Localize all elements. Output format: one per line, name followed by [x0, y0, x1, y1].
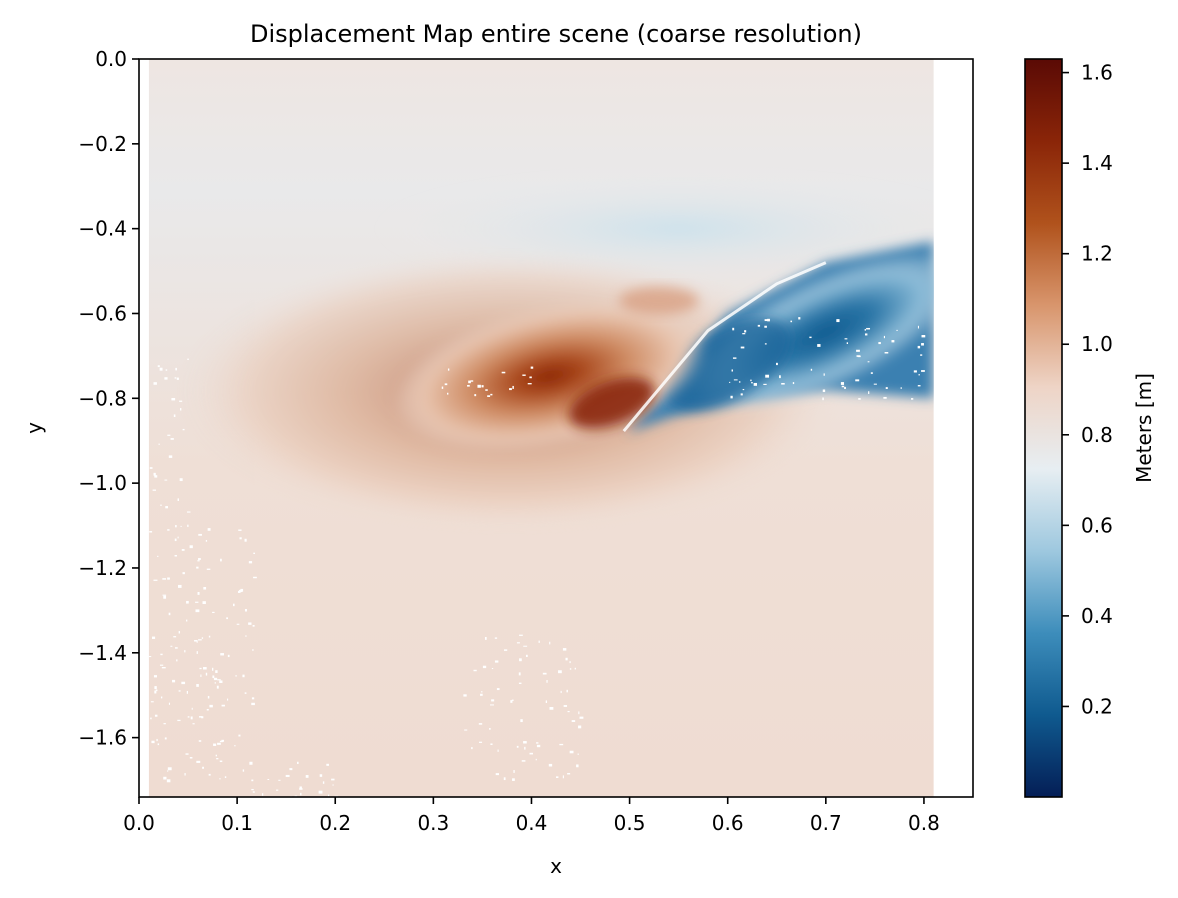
red-lobe-peak [568, 377, 655, 429]
y-tick-label: −1.0 [78, 471, 127, 495]
colorbar-tick-label: 1.4 [1081, 151, 1113, 175]
x-axis: 0.0 0.1 0.2 0.3 0.4 0.5 0.6 0.7 0.8 [123, 797, 940, 835]
fault-trace [622, 261, 827, 432]
x-tick-label: 0.5 [614, 811, 646, 835]
colorbar-tick-label: 1.2 [1081, 242, 1113, 266]
plot-frame [138, 58, 974, 798]
red-lobe-upper [619, 286, 700, 315]
y-axis-label: y [22, 422, 46, 434]
y-tick-label: −1.4 [78, 641, 127, 665]
x-tick-label: 0.0 [123, 811, 155, 835]
x-tick-label: 0.7 [810, 811, 842, 835]
x-axis-label: x [550, 854, 562, 878]
colorbar-tick-label: 0.2 [1081, 694, 1113, 718]
chart-title: Displacement Map entire scene (coarse re… [250, 20, 862, 48]
colorbar-tick-label: 0.8 [1081, 423, 1113, 447]
displacement-heatmap [148, 59, 934, 797]
colorbar-axis: 0.2 0.4 0.6 0.8 1.0 1.2 1.4 1.6 [1062, 61, 1113, 718]
blue-lobe-dark [664, 318, 791, 411]
y-tick-label: −0.4 [78, 217, 127, 241]
colorbar [1024, 58, 1063, 798]
x-tick-label: 0.1 [221, 811, 253, 835]
y-axis: 0.0 −0.2 −0.4 −0.6 −0.8 −1.0 −1.2 −1.4 −1.6 [78, 47, 139, 750]
x-tick-label: 0.6 [712, 811, 744, 835]
y-tick-label: −0.8 [78, 386, 127, 410]
y-tick-label: 0.0 [95, 47, 127, 71]
y-tick-label: −0.6 [78, 301, 127, 325]
y-tick-label: −1.2 [78, 556, 127, 580]
x-tick-label: 0.4 [516, 811, 548, 835]
colorbar-label: Meters [m] [1132, 373, 1156, 483]
colorbar-tick-label: 0.4 [1081, 604, 1113, 628]
colorbar-tick-label: 1.6 [1081, 61, 1113, 85]
y-tick-label: −0.2 [78, 132, 127, 156]
y-tick-label: −1.6 [78, 726, 127, 750]
no-data-speckles [148, 317, 926, 797]
x-tick-label: 0.2 [319, 811, 351, 835]
x-tick-label: 0.3 [417, 811, 449, 835]
colorbar-tick-label: 0.6 [1081, 513, 1113, 537]
x-tick-label: 0.8 [908, 811, 940, 835]
colorbar-tick-label: 1.0 [1081, 332, 1113, 356]
